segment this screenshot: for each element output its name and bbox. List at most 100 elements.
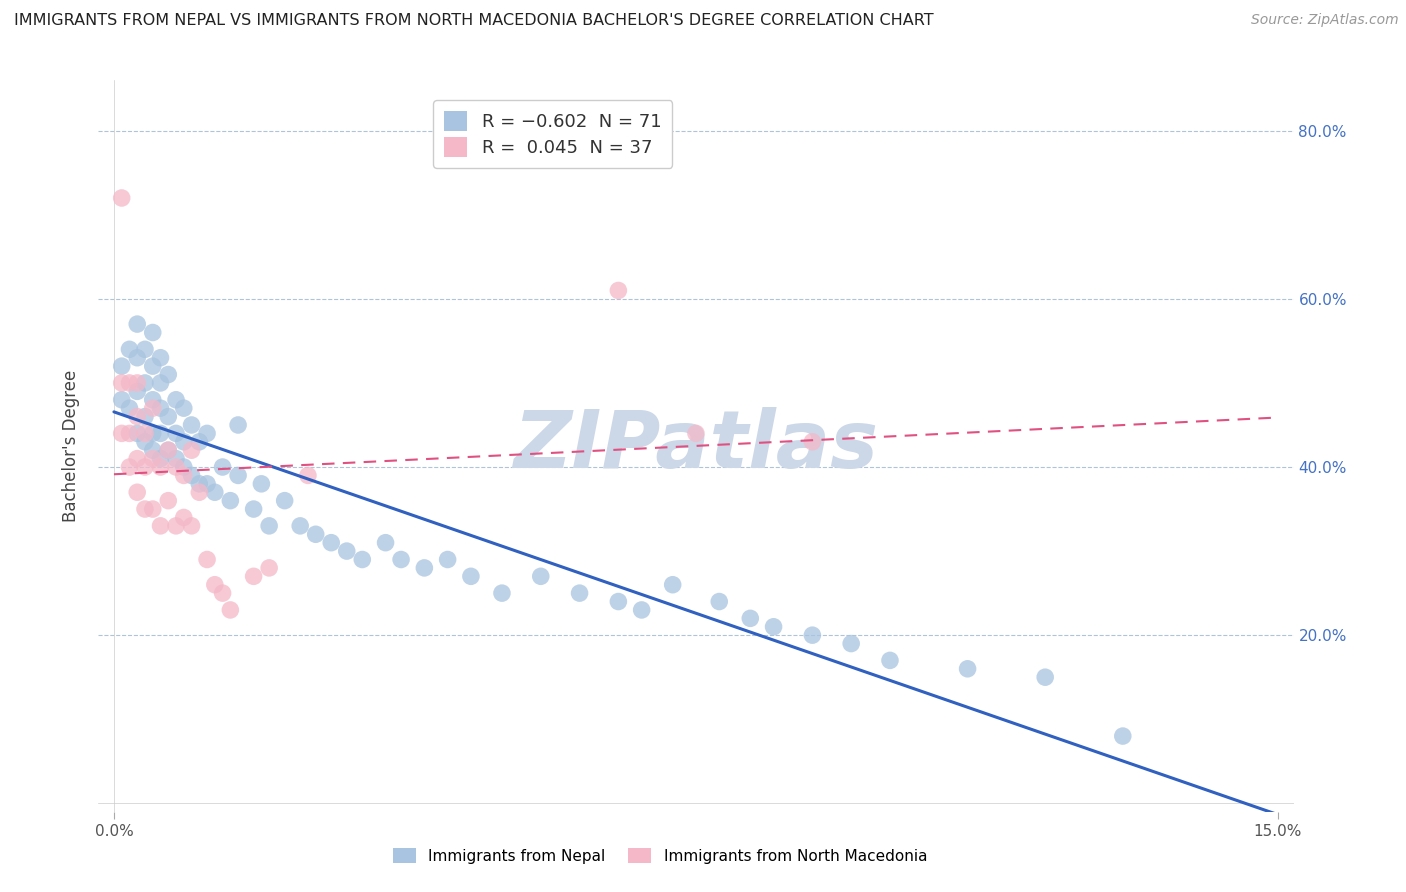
Point	[134, 376, 156, 390]
Point	[180, 519, 202, 533]
Point	[188, 485, 211, 500]
Point	[142, 401, 165, 416]
Text: Source: ZipAtlas.com: Source: ZipAtlas.com	[1251, 13, 1399, 28]
Point	[173, 460, 195, 475]
Point	[250, 476, 273, 491]
Point	[195, 426, 218, 441]
Point	[204, 485, 226, 500]
Point	[211, 586, 233, 600]
Point	[762, 620, 785, 634]
Point	[149, 401, 172, 416]
Point	[134, 409, 156, 424]
Point	[188, 476, 211, 491]
Point	[142, 392, 165, 407]
Point	[173, 434, 195, 449]
Point	[352, 552, 374, 566]
Point	[134, 426, 156, 441]
Point	[142, 502, 165, 516]
Point	[195, 476, 218, 491]
Point	[297, 468, 319, 483]
Point	[173, 468, 195, 483]
Point	[127, 317, 149, 331]
Point	[413, 561, 436, 575]
Point	[180, 443, 202, 458]
Point	[127, 384, 149, 399]
Point	[801, 434, 824, 449]
Point	[801, 628, 824, 642]
Point	[568, 586, 591, 600]
Point	[118, 376, 141, 390]
Text: IMMIGRANTS FROM NEPAL VS IMMIGRANTS FROM NORTH MACEDONIA BACHELOR'S DEGREE CORRE: IMMIGRANTS FROM NEPAL VS IMMIGRANTS FROM…	[14, 13, 934, 29]
Point	[219, 493, 242, 508]
Point	[195, 552, 218, 566]
Point	[188, 434, 211, 449]
Point	[607, 594, 630, 608]
Point	[134, 502, 156, 516]
Point	[118, 401, 141, 416]
Point	[661, 578, 683, 592]
Point	[142, 426, 165, 441]
Point	[142, 443, 165, 458]
Point	[740, 611, 762, 625]
Point	[142, 451, 165, 466]
Point	[149, 376, 172, 390]
Point	[173, 510, 195, 524]
Point	[165, 392, 187, 407]
Point	[157, 443, 180, 458]
Point	[685, 426, 707, 441]
Point	[134, 460, 156, 475]
Point	[111, 359, 134, 373]
Point	[111, 392, 134, 407]
Point	[242, 502, 264, 516]
Point	[460, 569, 482, 583]
Point	[290, 519, 312, 533]
Point	[118, 460, 141, 475]
Point	[1033, 670, 1056, 684]
Point	[149, 460, 172, 475]
Point	[142, 326, 165, 340]
Point	[127, 426, 149, 441]
Point	[180, 417, 202, 432]
Point	[305, 527, 328, 541]
Point	[204, 578, 226, 592]
Point	[607, 284, 630, 298]
Point	[211, 460, 233, 475]
Point	[226, 417, 249, 432]
Y-axis label: Bachelor's Degree: Bachelor's Degree	[62, 370, 80, 522]
Point	[157, 443, 180, 458]
Point	[118, 343, 141, 357]
Point	[389, 552, 412, 566]
Point	[165, 451, 187, 466]
Point	[142, 359, 165, 373]
Point	[374, 535, 396, 549]
Point	[149, 451, 172, 466]
Point	[436, 552, 458, 566]
Point	[127, 351, 149, 365]
Point	[111, 376, 134, 390]
Point	[709, 594, 731, 608]
Point	[157, 493, 180, 508]
Point	[242, 569, 264, 583]
Point	[149, 426, 172, 441]
Point	[165, 460, 187, 475]
Point	[134, 343, 156, 357]
Point	[257, 519, 280, 533]
Point	[879, 653, 901, 667]
Point	[111, 191, 134, 205]
Point	[165, 426, 187, 441]
Point	[1112, 729, 1135, 743]
Point	[149, 519, 172, 533]
Point	[111, 426, 134, 441]
Point	[118, 426, 141, 441]
Legend: Immigrants from Nepal, Immigrants from North Macedonia: Immigrants from Nepal, Immigrants from N…	[387, 842, 934, 870]
Point	[127, 451, 149, 466]
Point	[336, 544, 359, 558]
Point	[127, 409, 149, 424]
Point	[956, 662, 979, 676]
Point	[149, 351, 172, 365]
Point	[173, 401, 195, 416]
Point	[530, 569, 553, 583]
Point	[157, 409, 180, 424]
Point	[134, 434, 156, 449]
Point	[219, 603, 242, 617]
